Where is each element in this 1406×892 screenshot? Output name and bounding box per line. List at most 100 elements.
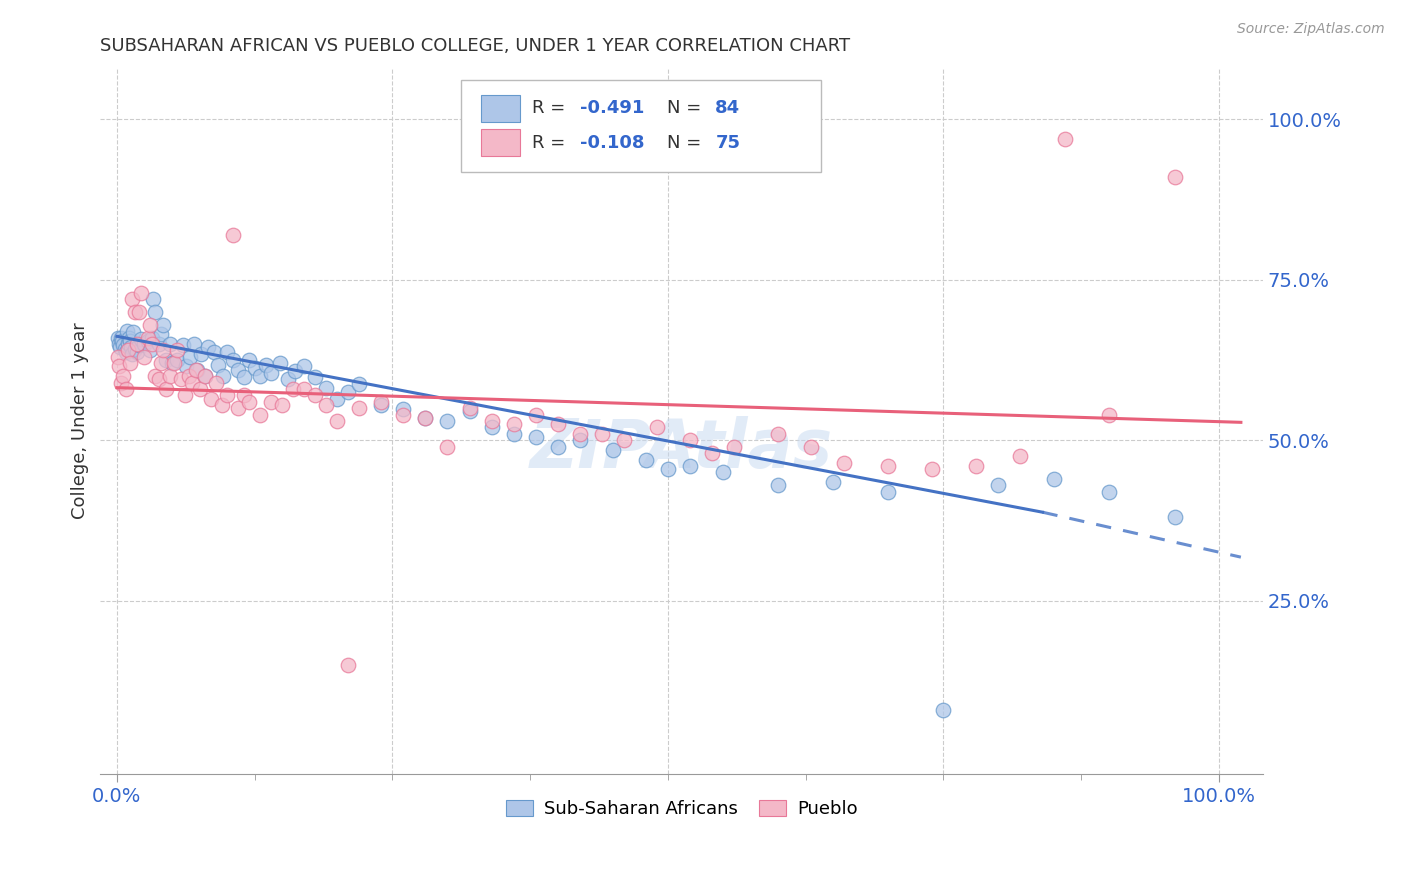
Point [221,227,243,242]
Point [832,456,855,470]
Point [160,356,183,370]
Point [634,452,657,467]
Point [1098,408,1121,422]
Point [124,305,146,319]
Point [657,462,679,476]
Point [108,340,131,354]
Point [111,334,134,348]
Point [370,398,392,412]
Point [148,372,170,386]
Point [110,330,132,344]
Point [136,334,159,348]
Point [591,426,613,441]
Point [1053,131,1076,145]
Point [326,414,349,428]
Point [679,434,702,448]
Point [226,362,249,376]
Point [315,381,337,395]
Point [186,362,208,376]
Point [108,337,131,351]
Point [766,426,789,441]
Text: ZIPAtlas: ZIPAtlas [530,417,834,483]
Point [284,364,307,378]
Point [129,285,152,300]
Point [337,385,360,400]
Point [120,356,142,370]
Text: R =: R = [531,134,571,152]
Point [304,370,326,384]
Point [128,338,150,352]
Point [200,392,222,406]
Point [186,362,208,376]
Point [547,417,569,432]
Point [124,342,146,356]
Point [205,376,228,390]
Point [292,359,315,374]
Point [183,337,205,351]
Point [149,327,172,342]
Point [269,356,291,370]
Point [568,426,591,441]
Point [120,340,142,354]
Point [568,434,591,448]
Point [1098,484,1121,499]
Point [129,332,152,346]
Point [877,458,900,473]
Point [700,446,723,460]
Point [249,369,271,384]
Point [112,338,135,352]
Point [110,376,132,390]
Text: 84: 84 [716,99,741,117]
Point [260,366,283,380]
Point [145,305,167,319]
Point [547,440,569,454]
Point [114,382,136,396]
Point [232,370,254,384]
Point [114,344,136,359]
Point [159,369,181,384]
Point [152,343,174,358]
Point [238,394,260,409]
Point [115,324,138,338]
Point [177,369,200,384]
Point [107,350,129,364]
Point [139,343,162,358]
Text: Source: ZipAtlas.com: Source: ZipAtlas.com [1237,22,1385,37]
Point [1164,510,1187,524]
Point [125,344,148,359]
Y-axis label: College, Under 1 year: College, Under 1 year [72,323,89,519]
FancyBboxPatch shape [481,95,520,121]
Point [149,356,172,370]
Point [155,353,177,368]
Point [211,369,233,384]
Point [260,394,283,409]
Point [122,326,145,340]
Point [107,330,129,344]
Point [108,359,131,374]
Point [163,356,186,370]
Point [921,462,943,476]
Point [121,346,143,360]
Point [176,359,198,374]
Point [1010,450,1032,464]
Point [159,337,181,351]
Point [254,358,277,372]
Point [141,337,163,351]
Point [190,346,212,360]
Point [271,398,294,412]
Point [602,442,624,457]
Point [613,434,636,448]
Text: -0.108: -0.108 [581,134,645,152]
Point [166,353,188,368]
Point [1042,472,1064,486]
Point [392,402,415,417]
Point [965,458,987,473]
Legend: Sub-Saharan Africans, Pueblo: Sub-Saharan Africans, Pueblo [498,792,865,825]
Point [155,382,177,396]
Point [370,394,392,409]
Text: N =: N = [666,99,707,117]
Point [179,350,201,364]
Point [304,388,326,402]
Point [481,414,503,428]
Point [166,343,188,358]
